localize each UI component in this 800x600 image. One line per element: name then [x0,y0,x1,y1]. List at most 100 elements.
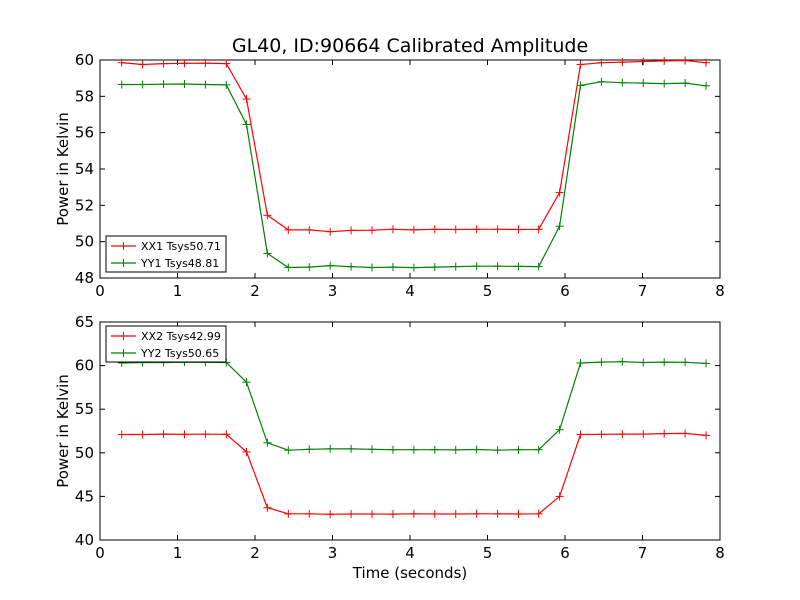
data-point-xx1 [326,227,335,236]
x-tick-label: 3 [328,282,338,300]
x-tick-label: 1 [173,544,183,562]
x-tick-label: 7 [638,282,648,300]
data-point-yy1 [660,79,669,88]
x-tick-label: 2 [250,544,260,562]
data-point-xx1 [451,225,460,234]
data-point-yy2 [576,358,585,367]
data-point-yy2 [472,445,481,454]
x-tick-label: 7 [638,544,648,562]
data-point-xx1 [347,226,356,235]
data-point-xx2 [138,430,147,439]
data-point-xx1 [409,225,418,234]
y-tick-label: 45 [75,487,94,505]
data-point-yy1 [472,262,481,271]
data-point-yy2 [493,446,502,455]
data-point-xx2 [388,510,397,519]
legend-label: YY2 Tsys50.65 [140,347,219,360]
data-point-xx1 [368,226,377,235]
x-axis-label: Time (seconds) [352,564,468,582]
data-point-xx2 [472,509,481,518]
data-point-yy1 [681,79,690,88]
data-point-yy1 [597,77,606,86]
data-point-xx1 [284,225,293,234]
data-point-yy2 [430,445,439,454]
y-tick-label: 60 [75,51,94,69]
data-point-yy1 [117,80,126,89]
data-point-xx2 [180,430,189,439]
data-point-xx1 [305,225,314,234]
data-point-yy1 [576,81,585,90]
data-point-xx1 [159,59,168,68]
y-tick-label: 50 [75,444,94,462]
data-point-xx2 [347,510,356,519]
data-point-yy1 [138,80,147,89]
x-tick-label: 6 [560,544,570,562]
data-point-yy2 [660,358,669,367]
y-tick-label: 48 [75,269,94,287]
data-point-xx1 [681,56,690,65]
data-point-xx1 [660,56,669,65]
data-point-yy1 [451,262,460,271]
data-point-xx1 [388,225,397,234]
data-point-xx2 [263,503,272,512]
data-point-yy2 [284,446,293,455]
data-point-xx2 [493,509,502,518]
data-point-xx2 [242,447,251,456]
chart-title: GL40, ID:90664 Calibrated Amplitude [232,35,588,57]
data-point-xx2 [284,509,293,518]
y-tick-label: 56 [75,124,94,142]
data-point-yy2 [326,444,335,453]
data-point-yy1 [326,261,335,270]
data-point-yy2 [368,445,377,454]
data-point-yy1 [493,262,502,271]
data-point-yy1 [284,263,293,272]
legend-box [105,325,227,363]
x-tick-label: 0 [95,282,105,300]
data-point-xx2 [639,430,648,439]
data-point-xx2 [514,510,523,519]
data-point-yy1 [388,263,397,272]
data-point-xx2 [451,510,460,519]
data-point-xx1 [138,60,147,69]
data-point-yy2 [702,359,711,368]
data-point-xx2 [597,430,606,439]
data-point-xx1 [639,57,648,66]
data-point-xx1 [472,225,481,234]
x-tick-label: 4 [405,282,415,300]
data-point-xx1 [493,225,502,234]
data-point-yy2 [534,445,543,454]
data-point-xx2 [618,430,627,439]
data-point-yy1 [305,263,314,272]
x-tick-label: 5 [483,282,493,300]
data-point-xx2 [117,430,126,439]
data-point-xx1 [618,58,627,67]
data-point-yy1 [534,262,543,271]
data-point-xx1 [117,58,126,67]
data-point-xx2 [702,431,711,440]
x-tick-label: 0 [95,544,105,562]
data-point-yy2 [409,445,418,454]
data-point-xx1 [534,225,543,234]
data-point-yy2 [347,444,356,453]
data-point-yy2 [514,445,523,454]
data-point-yy2 [618,357,627,366]
y-axis-label: Power in Kelvin [54,374,72,488]
data-point-xx2 [534,509,543,518]
data-point-xx2 [430,510,439,519]
legend-label: XX2 Tsys42.99 [141,330,221,343]
legend-label: XX1 Tsys50.71 [141,240,221,253]
data-point-xx1 [597,58,606,67]
x-tick-label: 8 [715,282,725,300]
data-point-yy1 [347,262,356,271]
data-point-yy1 [159,80,168,89]
data-point-xx2 [368,510,377,519]
data-point-xx2 [222,430,231,439]
data-point-yy1 [222,80,231,89]
y-tick-label: 54 [75,160,94,178]
x-tick-label: 1 [173,282,183,300]
data-point-xx1 [242,95,251,104]
data-point-xx1 [430,225,439,234]
